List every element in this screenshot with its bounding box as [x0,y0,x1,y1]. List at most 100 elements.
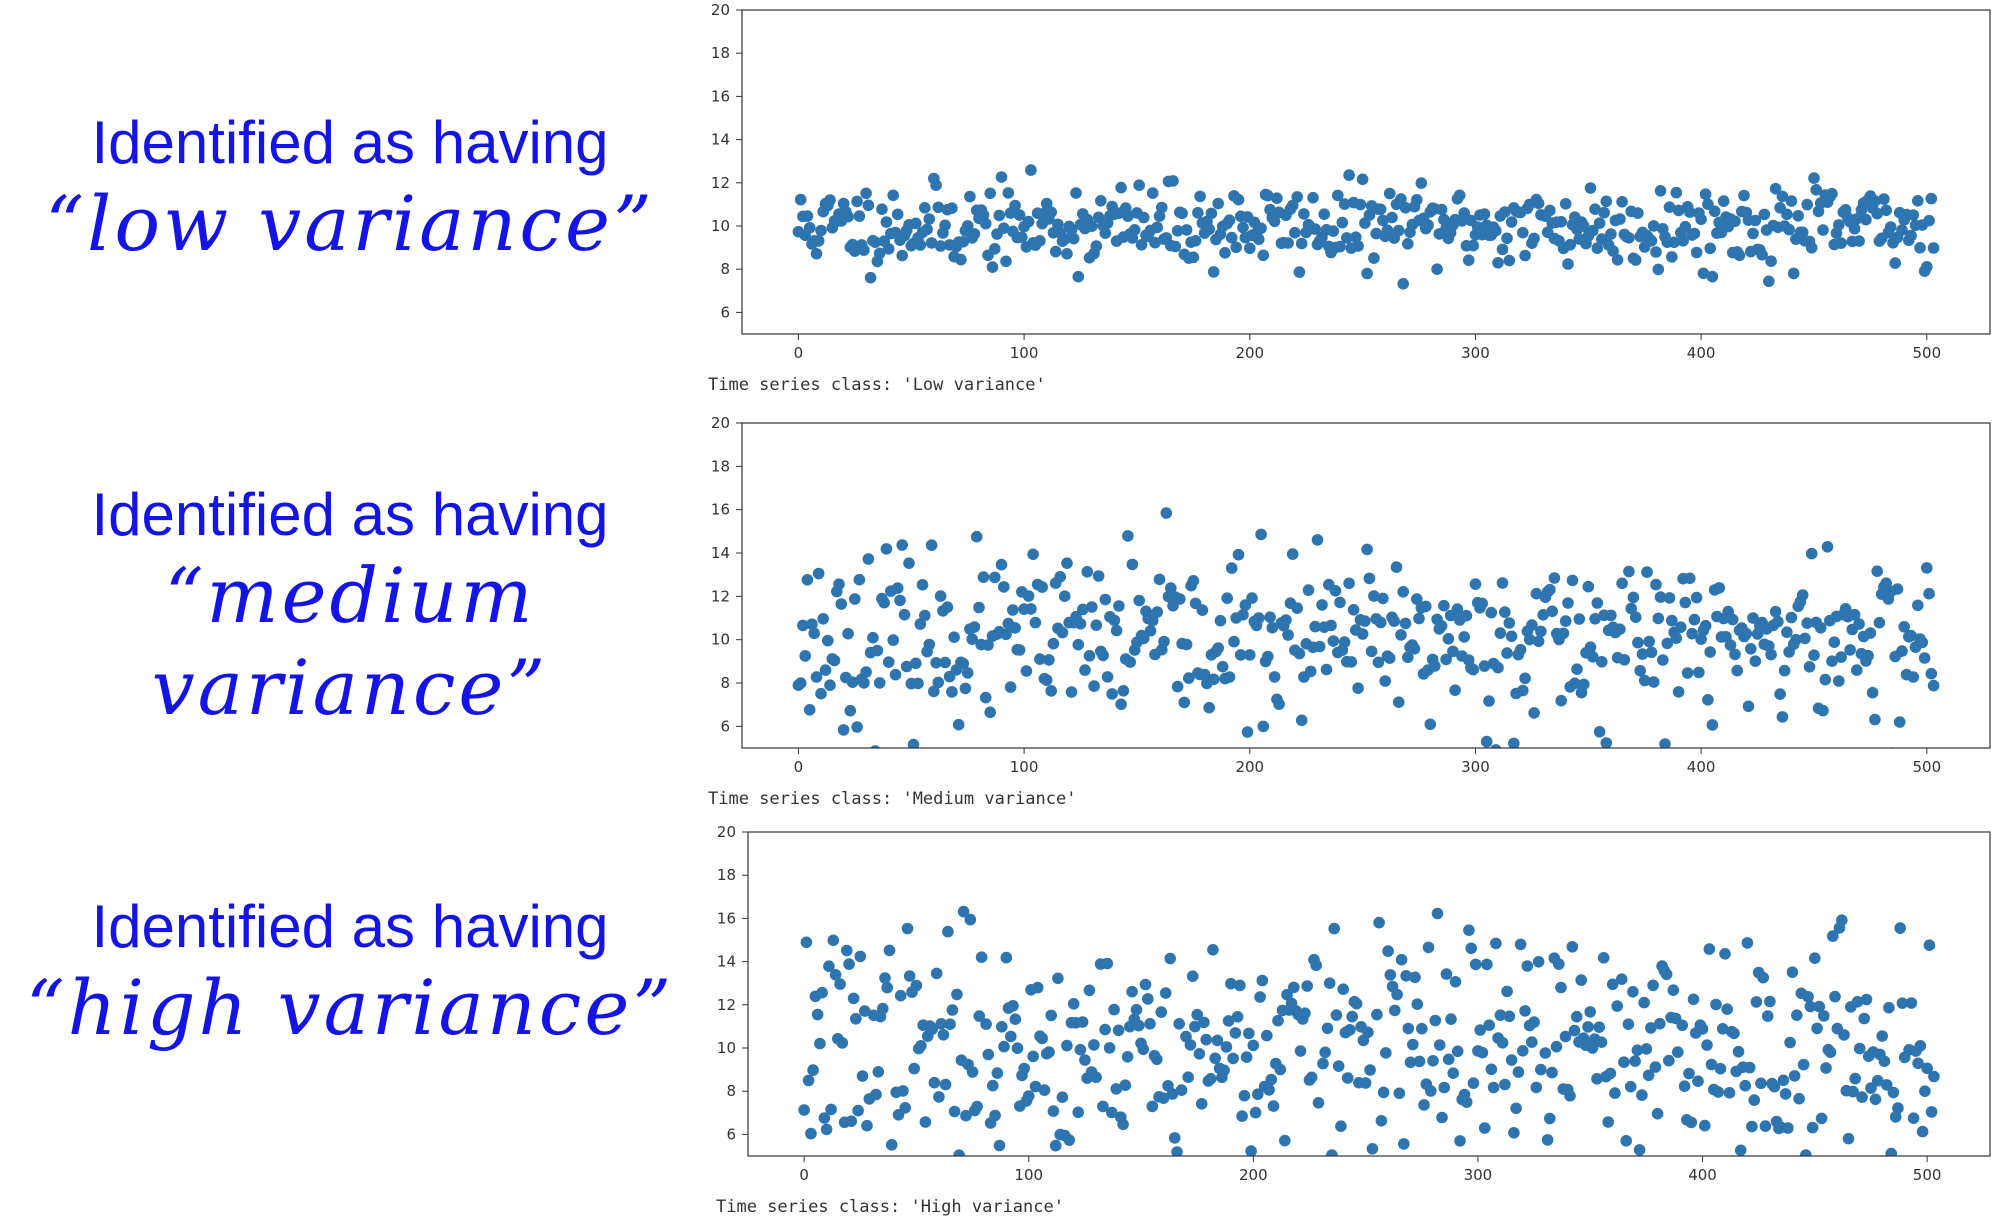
data-point [835,598,848,610]
data-point [1282,237,1294,249]
data-point [1451,1045,1464,1058]
data-point [979,691,992,704]
data-point [1494,1009,1507,1021]
data-point [1157,1092,1170,1104]
data-point [1337,983,1349,995]
data-point [1578,220,1590,232]
data-point [1887,1086,1900,1099]
data-point [891,208,904,221]
data-point [1659,738,1671,748]
plot-frame [741,422,1991,749]
data-point [1914,242,1926,254]
data-point [1178,696,1191,709]
data-point [1645,646,1658,659]
data-point [1670,186,1683,199]
data-point [1883,1001,1895,1014]
data-point [1866,686,1879,699]
data-point [1370,227,1382,240]
data-point [1624,1080,1637,1093]
data-point [1643,635,1655,648]
data-point [1647,220,1660,232]
data-point [998,581,1010,593]
data-point [1505,216,1518,228]
data-point [1004,681,1017,693]
label-lead: Identified as having [91,109,609,176]
data-point [1341,232,1353,244]
data-point [1496,243,1509,256]
data-point [1295,237,1308,250]
data-point [1101,957,1114,970]
data-point [815,687,827,700]
data-point [919,1116,932,1128]
data-point [968,228,981,240]
data-point [903,970,916,982]
data-point [1474,1024,1486,1036]
data-point [1759,1120,1772,1132]
data-point [1896,997,1909,1009]
data-point [1564,1090,1576,1102]
data-point [869,236,881,248]
data-point [951,988,963,1001]
data-point [914,618,927,630]
x-tick-label: 300 [1461,758,1490,776]
data-point [1675,621,1687,633]
data-point [1695,213,1707,226]
x-tick-label: 0 [799,1166,809,1184]
data-point [824,194,836,206]
data-point [1404,1056,1417,1069]
data-point [1262,650,1274,663]
data-point [1701,1039,1713,1051]
data-point [837,724,850,736]
data-point [1207,673,1220,686]
data-point [1415,177,1428,189]
data-point [910,657,922,670]
data-point [1526,1036,1538,1048]
data-point [1245,1145,1257,1156]
y-tick-label: 20 [711,1,730,19]
data-point [1748,1094,1760,1106]
data-point [1225,231,1238,244]
data-point [1616,577,1628,590]
data-point [1146,187,1159,199]
data-point [1582,580,1595,593]
data-point [1399,617,1412,630]
data-point [1293,266,1306,278]
data-point [1650,246,1662,258]
data-point [1530,1081,1543,1094]
data-point [1893,716,1906,728]
data-point [1309,620,1321,633]
data-point [1326,1149,1338,1156]
data-point [1273,698,1285,710]
data-point [864,271,877,284]
y-tick-label: 20 [717,823,736,841]
data-point [1919,1085,1931,1097]
data-point [923,213,936,225]
data-points [798,905,1940,1156]
y-tick-label: 6 [720,303,730,321]
y-tick-label: 16 [717,909,736,927]
data-point [1851,664,1863,676]
data-point [1110,1083,1123,1095]
y-tick-label: 20 [711,414,730,432]
data-point [1212,197,1224,210]
data-point [1009,199,1021,212]
data-point [961,667,974,679]
data-point [1921,1062,1933,1075]
data-point [1462,254,1475,266]
data-point [1198,668,1211,681]
data-point [1559,615,1572,627]
data-point [1813,1000,1826,1013]
data-point [801,210,814,222]
x-tick-label: 200 [1235,344,1264,362]
data-point [1149,236,1161,249]
y-tick-label: 18 [711,457,730,475]
data-point [1532,956,1545,968]
data-point [1573,613,1586,625]
data-point [1261,1029,1273,1042]
data-point [814,1037,826,1050]
data-point [1512,1066,1525,1078]
data-point [802,1074,815,1087]
data-point [1463,924,1475,936]
data-point [941,601,954,613]
y-tick-label: 8 [720,260,730,278]
